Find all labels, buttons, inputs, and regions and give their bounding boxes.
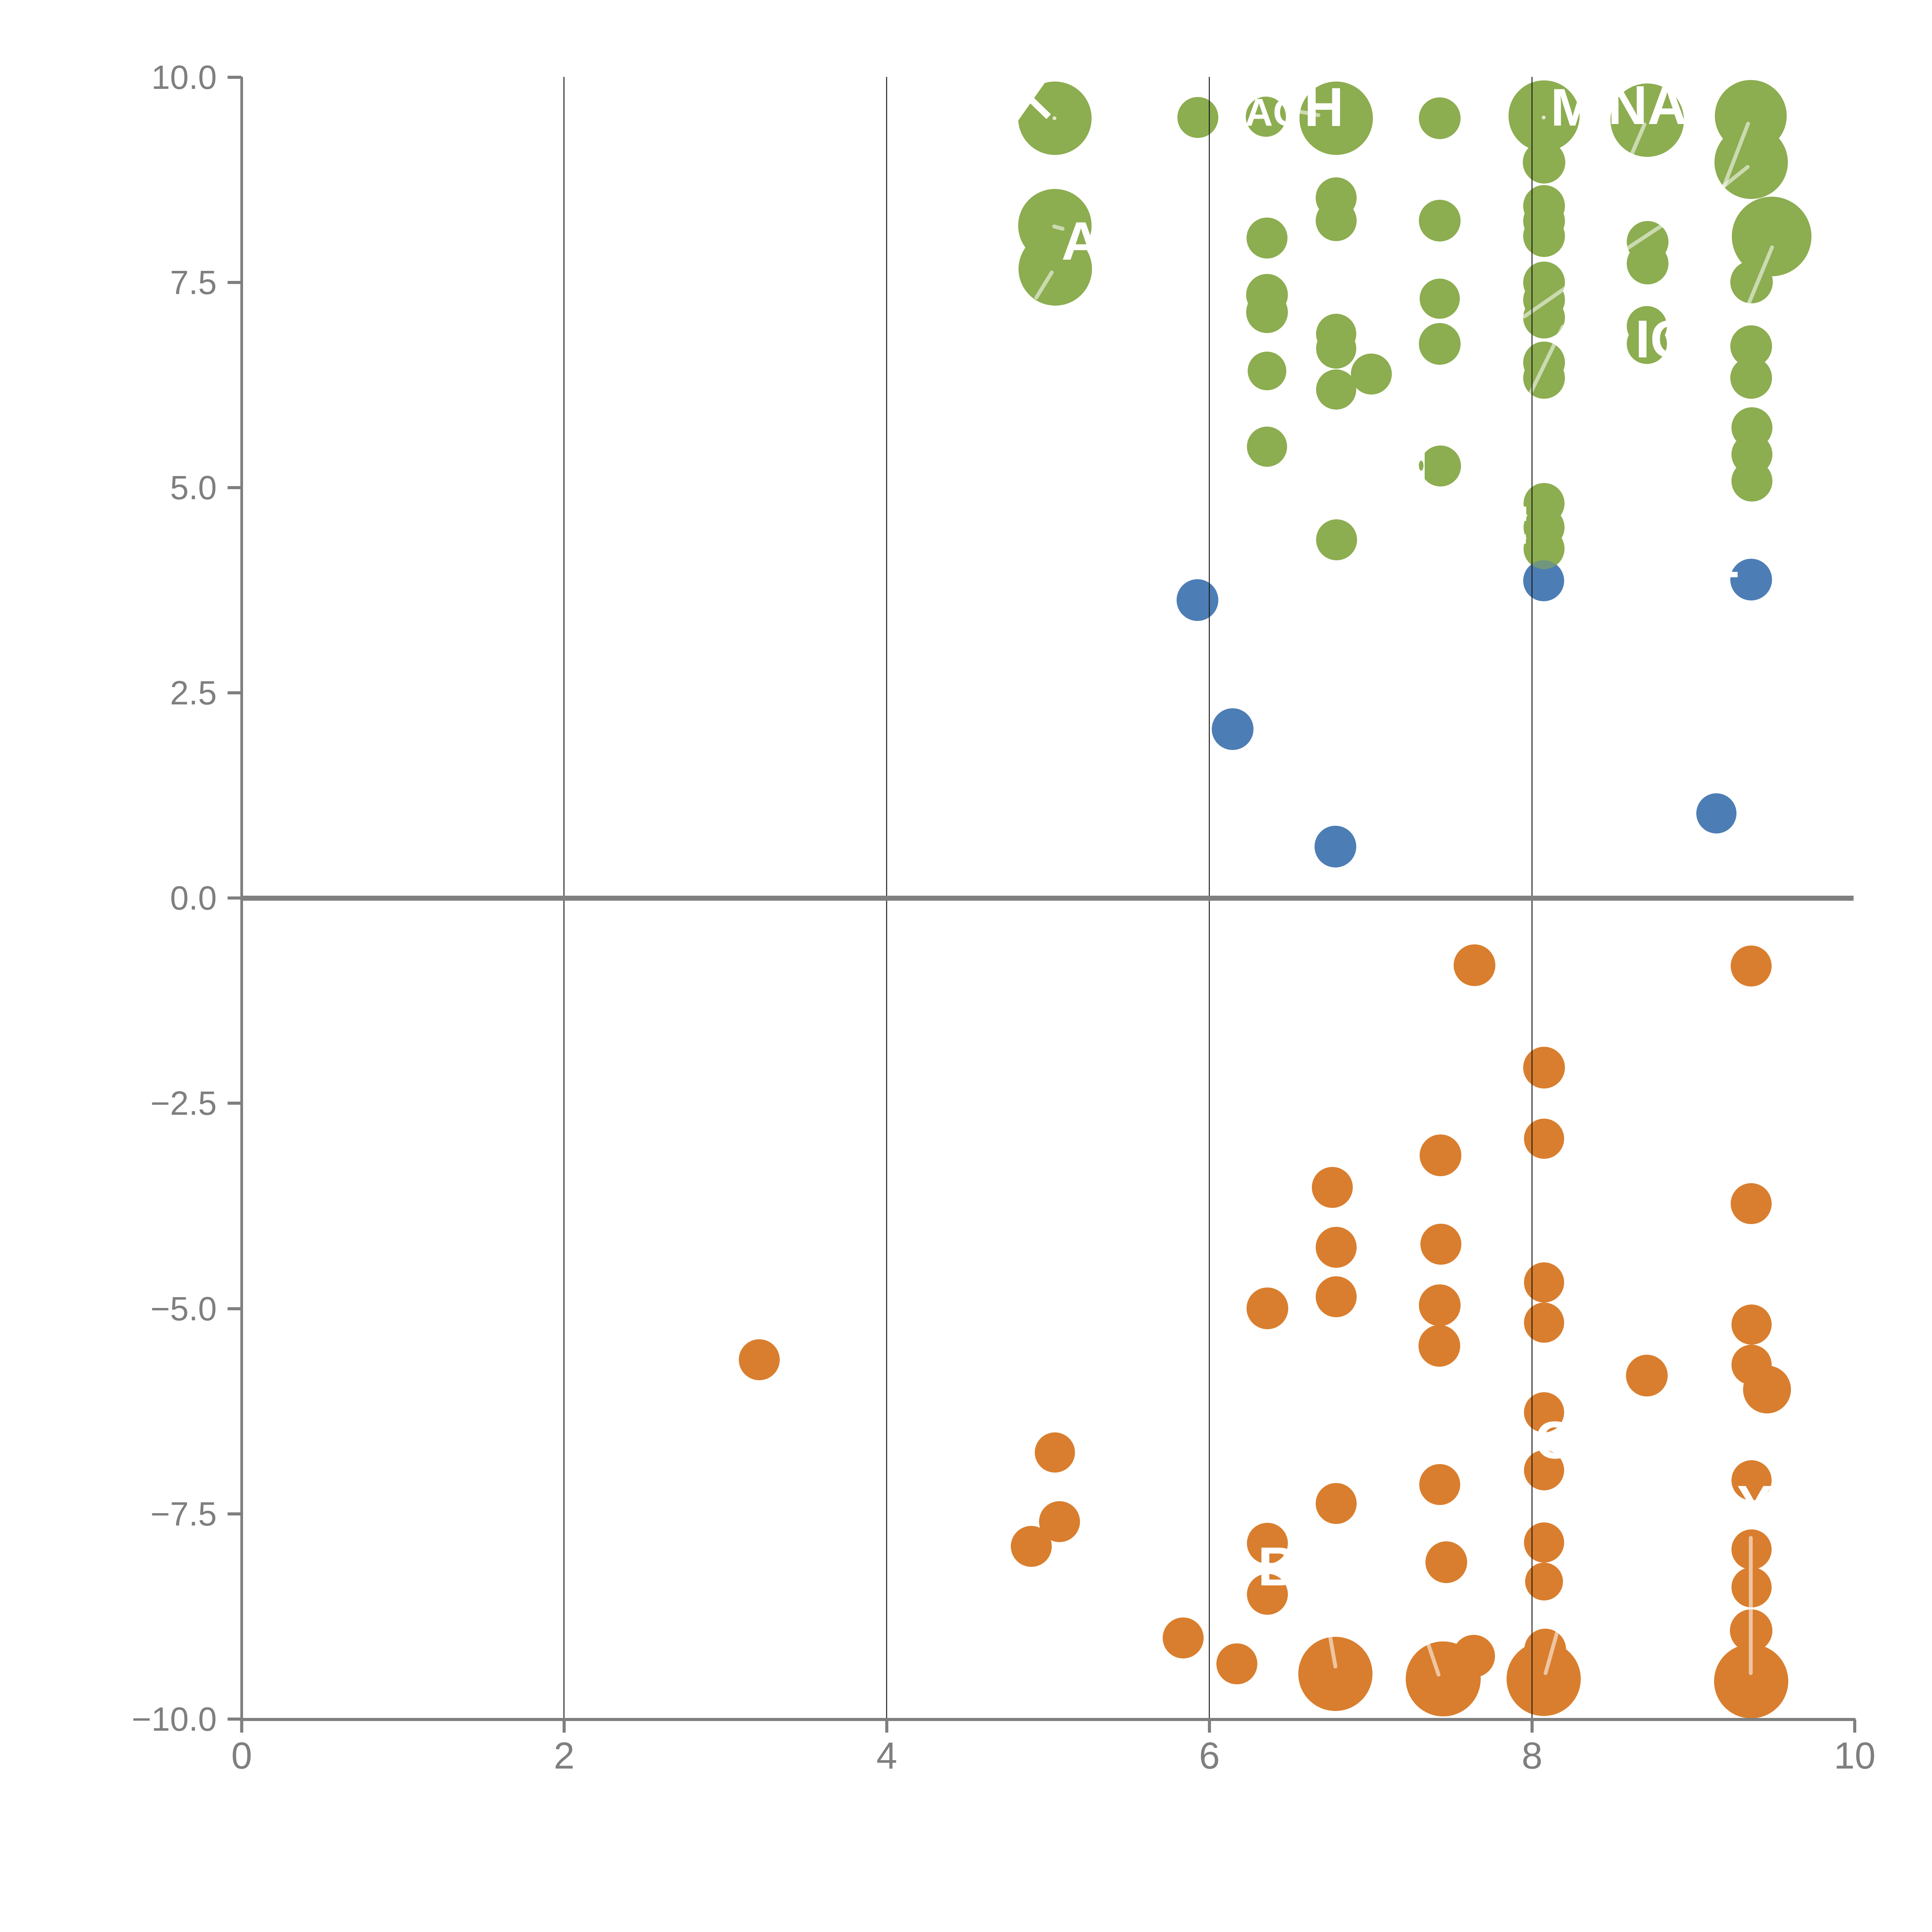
svg-text:Y: Y	[1737, 1475, 1772, 1534]
svg-text:−7.5: −7.5	[150, 1495, 217, 1533]
svg-text:B: B	[1258, 1536, 1298, 1597]
svg-text:C: C	[1535, 1411, 1573, 1470]
svg-text:AC: AC	[1245, 91, 1301, 134]
svg-text:6: 6	[1199, 1735, 1220, 1777]
svg-text:−5.0: −5.0	[150, 1290, 217, 1328]
svg-text:0.0: 0.0	[170, 879, 217, 917]
svg-text:2: 2	[554, 1735, 575, 1777]
svg-text:IG: IG	[1635, 310, 1692, 369]
svg-text:7.5: 7.5	[170, 264, 217, 301]
svg-text:H: H	[1304, 77, 1344, 138]
svg-text:10.0: 10.0	[151, 59, 217, 96]
svg-text:10: 10	[1834, 1735, 1876, 1777]
svg-text:M: M	[1551, 78, 1595, 137]
svg-text:2.5: 2.5	[170, 674, 217, 712]
svg-text:4: 4	[876, 1735, 897, 1777]
svg-text:0: 0	[231, 1735, 252, 1777]
svg-text:5.0: 5.0	[170, 469, 217, 507]
svg-text:A: A	[1061, 211, 1100, 271]
svg-text:−2.5: −2.5	[150, 1085, 217, 1122]
svg-text:8: 8	[1522, 1735, 1543, 1777]
svg-text:NA: NA	[1608, 75, 1687, 136]
svg-text:−10.0: −10.0	[132, 1701, 217, 1738]
